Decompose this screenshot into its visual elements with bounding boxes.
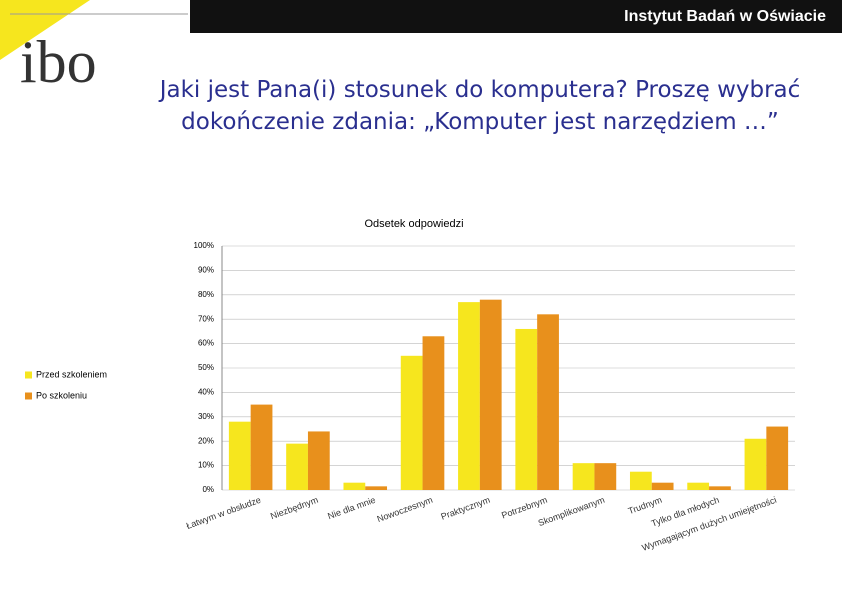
bar xyxy=(709,486,731,490)
bar xyxy=(479,299,502,490)
x-tick-label: Nowoczesnym xyxy=(376,495,434,524)
bar xyxy=(422,336,445,490)
y-tick-label: 70% xyxy=(198,314,214,323)
chart-title: Jaki jest Pana(i) stosunek do komputera?… xyxy=(159,77,801,135)
x-tick-label: Trudnym xyxy=(627,495,663,516)
chart-subtitle: Odsetek odpowiedzi xyxy=(364,218,463,230)
bar xyxy=(651,482,674,490)
y-tick-label: 30% xyxy=(198,412,214,421)
bar xyxy=(572,463,595,490)
bar xyxy=(537,314,559,490)
y-tick-label: 0% xyxy=(202,485,214,494)
bar xyxy=(400,355,423,490)
x-tick-label: Skomplikowanym xyxy=(537,495,606,528)
bar xyxy=(365,486,388,490)
bar xyxy=(744,438,767,490)
x-tick-label: Nie dla mnie xyxy=(326,495,376,522)
logo: ibo xyxy=(20,29,97,95)
legend-label: Po szkoleniu xyxy=(36,390,87,400)
bar xyxy=(515,328,538,490)
header-bar xyxy=(190,0,842,33)
y-tick-label: 60% xyxy=(198,339,214,348)
bar xyxy=(594,463,617,490)
x-tick-label: Niezbędnym xyxy=(269,495,319,522)
y-tick-label: 40% xyxy=(198,388,214,397)
y-tick-label: 80% xyxy=(198,290,214,299)
legend-label: Przed szkoleniem xyxy=(36,369,107,379)
bar xyxy=(250,404,273,490)
logo-accent xyxy=(0,0,90,60)
legend-swatch xyxy=(25,371,32,379)
y-tick-label: 100% xyxy=(194,241,214,250)
bar xyxy=(629,471,652,490)
bar xyxy=(458,302,480,490)
legend-swatch xyxy=(25,392,32,400)
y-tick-label: 50% xyxy=(198,363,214,372)
y-tick-label: 10% xyxy=(198,461,214,470)
bar xyxy=(307,431,330,490)
bar xyxy=(286,443,308,490)
bar xyxy=(687,482,710,490)
y-tick-label: 90% xyxy=(198,266,214,275)
bar xyxy=(228,421,251,490)
bar xyxy=(343,482,366,490)
y-tick-label: 20% xyxy=(198,436,214,445)
bar xyxy=(766,426,789,490)
x-tick-label: Praktycznym xyxy=(440,495,492,522)
brand: Instytut Badań w Oświacie xyxy=(624,8,826,25)
x-tick-label: Łatwym w obsłudze xyxy=(185,495,262,531)
